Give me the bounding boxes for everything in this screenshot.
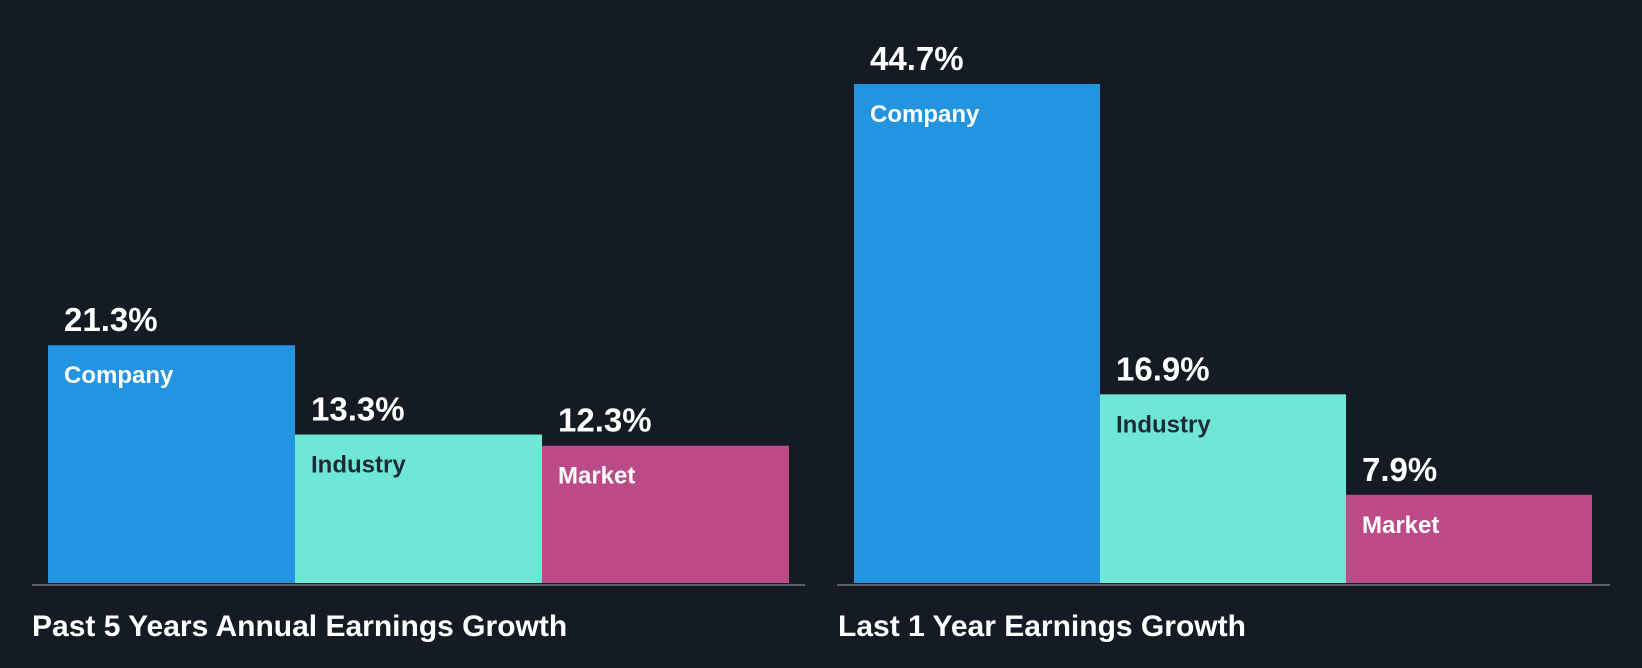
data-label-industry: 16.9%	[1116, 350, 1210, 387]
bar-industry	[1100, 394, 1346, 583]
data-label-industry: 13.3%	[311, 391, 405, 428]
bar-company	[48, 345, 295, 583]
chart-title: Past 5 Years Annual Earnings Growth	[32, 610, 567, 643]
category-label-market: Market	[558, 463, 635, 490]
category-label-market: Market	[1362, 512, 1439, 539]
category-label-company: Company	[64, 362, 174, 389]
chart-panel-last-1-year: 44.7% Company 16.9% Industry 7.9% Market Last…	[837, 40, 1610, 643]
bar-group: 44.7% Company 16.9% Industry 7.9% Market	[854, 40, 1592, 583]
data-label-company: 44.7%	[870, 40, 964, 77]
data-label-company: 21.3%	[64, 301, 158, 338]
chart-title: Last 1 Year Earnings Growth	[838, 610, 1246, 643]
chart-panel-past-5-years: 21.3% Company 13.3% Industry 12.3% Market Pas…	[32, 301, 805, 643]
category-label-industry: Industry	[311, 452, 406, 479]
data-label-market: 12.3%	[558, 402, 652, 439]
bar-market	[542, 445, 789, 583]
bar-company	[854, 84, 1100, 583]
bar-industry	[295, 434, 542, 583]
data-label-market: 7.9%	[1362, 451, 1437, 488]
category-label-company: Company	[870, 101, 980, 128]
bar-group: 21.3% Company 13.3% Industry 12.3% Market	[48, 301, 789, 583]
category-label-industry: Industry	[1116, 411, 1211, 438]
bar-market	[1346, 494, 1592, 583]
